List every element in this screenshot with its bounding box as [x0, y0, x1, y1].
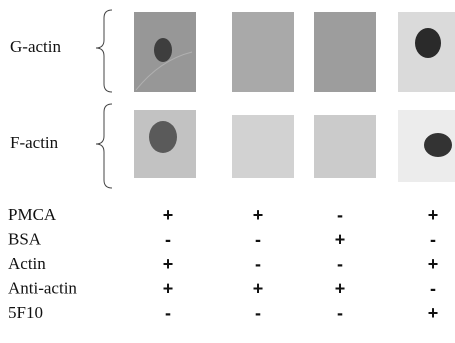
blot-label: F-actin [10, 133, 59, 152]
sign: + [428, 205, 439, 225]
sign: - [165, 229, 171, 249]
dot [154, 38, 172, 62]
sign: - [255, 303, 261, 323]
blot-panel [314, 115, 376, 178]
sign: - [337, 254, 343, 274]
bracket [96, 104, 112, 188]
sign: - [255, 254, 261, 274]
sign: - [337, 205, 343, 225]
blot-label: G-actin [10, 37, 61, 56]
sign: + [428, 303, 439, 323]
row-label: 5F10 [8, 303, 43, 322]
dot [415, 28, 441, 58]
sign: + [163, 205, 174, 225]
dot [424, 133, 452, 157]
sign: - [255, 229, 261, 249]
blot-panel [314, 12, 376, 92]
sign: - [430, 278, 436, 298]
row-label: PMCA [8, 205, 57, 224]
row-label: Actin [8, 254, 46, 273]
row-label: BSA [8, 229, 42, 248]
sign: + [163, 278, 174, 298]
dot [149, 121, 177, 153]
sign: - [430, 229, 436, 249]
figure: G-actin F-actin PMCA + + - + BSA - - + - Actin + - - + A… [0, 0, 455, 343]
sign: - [337, 303, 343, 323]
sign: + [163, 254, 174, 274]
blot-row-g [134, 12, 455, 92]
blot-panel [232, 12, 294, 92]
blot-labels: G-actin F-actin [10, 37, 61, 152]
blot-panel [232, 115, 294, 178]
sign: + [253, 278, 264, 298]
row-label: Anti-actin [8, 278, 77, 297]
sign: + [428, 254, 439, 274]
conditions-table: PMCA + + - + BSA - - + - Actin + - - + Anti-actin + + + - 5F… [8, 205, 438, 323]
blot-row-f [134, 110, 455, 182]
sign: + [335, 278, 346, 298]
sign: + [335, 229, 346, 249]
sign: + [253, 205, 264, 225]
sign: - [165, 303, 171, 323]
bracket [96, 10, 112, 92]
